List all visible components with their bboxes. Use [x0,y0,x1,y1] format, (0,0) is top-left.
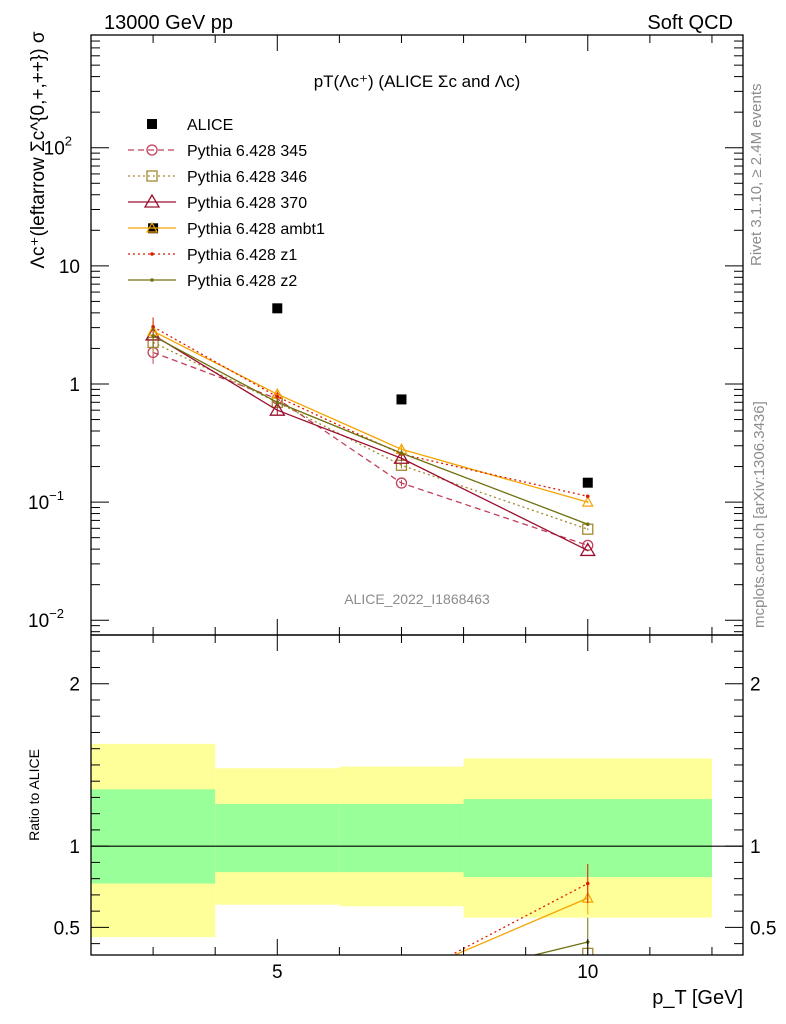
ratio-y-tick-label-right: 2 [750,675,761,696]
ratio-point [400,979,404,983]
data-point [585,494,590,499]
ratio-line [453,897,589,955]
legend-marker [145,221,159,233]
legend-entry-1: Pythia 6.428 345 [128,143,307,160]
legend-marker [146,144,158,156]
header-left: 13000 GeV pp [104,12,233,34]
y-tick-label: 10−1 [28,488,64,514]
data-point [272,303,283,314]
ratio-y-tick-label: 0.5 [54,918,80,939]
ratio-point [396,973,406,982]
main-y-axis-label: Λc⁺(leftarrow Σc^{0,+,++}) σ [28,31,49,269]
ratio-y-axis-label: Ratio to ALICE [26,749,42,841]
legend-label: Pythia 6.428 z2 [187,273,297,290]
data-point [393,449,410,464]
ratio-frame [90,634,744,956]
legend-entry-6: Pythia 6.428 z2 [128,273,297,290]
header-right: Soft QCD [647,12,733,34]
y-tick-label: 1 [69,375,80,396]
series-line [152,351,588,547]
legend-label: Pythia 6.428 ambt1 [187,221,325,238]
rivet-label: Rivet 3.1.10, ≥ 2.4M events [748,84,765,267]
series-line [152,335,588,525]
legend-entry-2: Pythia 6.428 346 [128,169,307,186]
legend-marker [150,252,154,256]
series-line [152,341,588,530]
ratio-line [449,882,589,955]
data-point [275,400,280,405]
legend-label: ALICE [187,117,233,134]
series-line [152,330,588,503]
data-point [151,334,155,338]
legend-marker [150,278,154,282]
x-tick-label: 5 [272,962,283,983]
series-line [152,326,588,497]
ratio-y-tick-label: 2 [69,675,80,696]
uncertainty-band-green [91,789,216,884]
data-point [395,477,408,489]
mcplots-label: mcplots.cern.ch [arXiv:1306.3436] [751,401,768,628]
data-point [275,394,280,399]
series-6 [151,326,590,527]
legend-entry-5: Pythia 6.428 z1 [128,247,297,264]
data-point [582,477,593,488]
ratio-y-tick-label: 1 [69,837,80,858]
legend-label: Pythia 6.428 345 [187,143,307,160]
ratio-point [400,986,404,990]
data-point [396,394,407,405]
ratio-y-tick-label-right: 0.5 [750,918,776,939]
series-2 [147,333,594,535]
y-tick-label: 10 [59,257,80,278]
data-point [269,401,286,416]
data-point [581,495,594,507]
legend-label: Pythia 6.428 z1 [187,247,297,264]
legend: ALICE Pythia 6.428 345 Pythia 6.428 346 Pyt… [128,117,325,290]
legend-marker [146,170,158,182]
x-axis-label: p_T [GeV] [652,987,743,1009]
ratio-point [585,881,590,886]
legend-entry-4: Pythia 6.428 ambt1 [128,221,325,238]
data-point [399,451,404,455]
data-point [585,522,590,527]
uncertainty-band-green [215,803,340,873]
series-4 [147,321,594,507]
ratio-series-1 [400,864,590,983]
legend-label: Pythia 6.428 346 [187,169,307,186]
ratio-line [531,941,588,955]
ratio-series-2 [400,917,590,990]
legend-marker [143,193,161,208]
series-line [152,334,589,552]
y-tick-label: 102 [44,134,72,160]
main-plot-title: pT(Λc⁺) (ALICE Σc and Λc) [314,72,521,91]
legend-marker [147,119,157,129]
legend-entry-0: ALICE [147,117,233,134]
series-5 [151,317,590,499]
uncertainty-band-green [339,803,464,873]
legend-label: Pythia 6.428 370 [187,195,307,212]
main-panel: 10−2 10−1 1 10 102 [28,34,744,636]
x-tick-label: 10 [577,962,598,983]
ratio-y-tick-label-right: 1 [750,837,761,858]
y-tick-label: 10−2 [28,606,64,632]
data-point [579,542,596,557]
analysis-id: ALICE_2022_I1868463 [344,591,490,607]
ratio-panel: 5 10 0.5 0.5 1 1 2 2 [54,634,776,990]
legend-entry-3: Pythia 6.428 370 [128,193,307,212]
